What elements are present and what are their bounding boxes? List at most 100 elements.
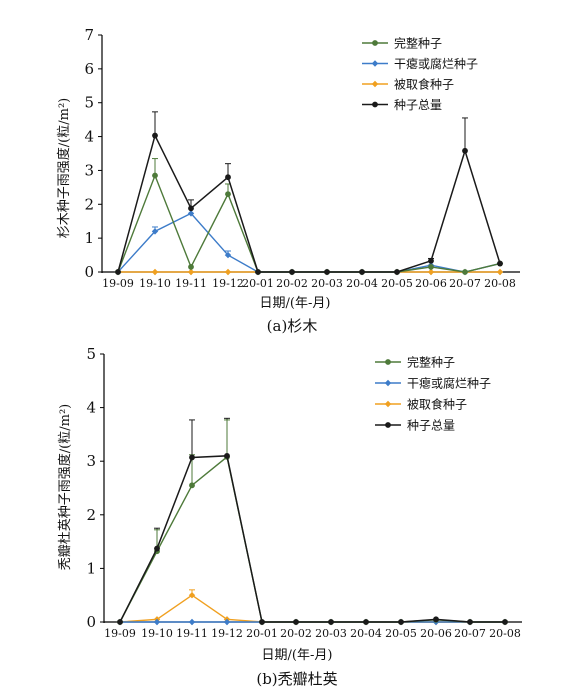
series-marker — [188, 205, 194, 212]
legend-label: 种子总量 — [394, 98, 442, 112]
series-marker — [188, 592, 196, 599]
series-marker — [151, 228, 159, 235]
caption: (a)杉木 — [267, 317, 318, 335]
series-marker — [225, 174, 231, 181]
series-marker — [433, 616, 439, 623]
series-marker — [394, 269, 400, 275]
x-tick-label: 19-11 — [175, 277, 207, 290]
x-axis-label: 日期/(年-月) — [260, 296, 331, 311]
series-marker — [154, 545, 160, 552]
series-marker — [189, 454, 195, 461]
x-tick-label: 20-07 — [454, 627, 486, 640]
y-tick-label: 4 — [86, 399, 96, 417]
caption: (b)秃瓣杜英 — [256, 670, 337, 688]
legend-marker — [372, 40, 378, 46]
y-tick-label: 5 — [84, 94, 94, 112]
x-tick-label: 19-12 — [211, 627, 243, 640]
series-line — [119, 594, 505, 623]
x-tick-label: 19-09 — [104, 627, 136, 640]
x-tick-label: 19-11 — [176, 627, 208, 640]
y-axis-label: 秃瓣杜英种子雨强度/(粒/m²) — [57, 404, 73, 570]
y-tick-label: 1 — [84, 229, 94, 247]
x-tick-label: 20-01 — [242, 277, 274, 290]
series-marker — [293, 619, 299, 625]
series-marker — [188, 264, 194, 270]
series-marker — [115, 269, 121, 275]
legend-marker — [384, 400, 392, 408]
series-marker — [428, 257, 434, 264]
series-marker — [255, 269, 261, 275]
series-marker — [497, 260, 503, 267]
legend-marker — [385, 422, 391, 428]
x-tick-label: 19-09 — [102, 277, 134, 290]
series-marker — [496, 268, 504, 276]
legend-label: 完整种子 — [407, 355, 455, 370]
y-tick-label: 0 — [86, 613, 96, 631]
legend-marker — [385, 359, 391, 365]
x-tick-label: 20-05 — [385, 627, 417, 640]
legend-marker — [371, 60, 379, 67]
series-marker — [427, 268, 435, 276]
x-tick-label: 20-02 — [280, 627, 312, 640]
x-tick-label: 20-04 — [350, 627, 382, 640]
legend-label: 被取食种子 — [394, 77, 454, 92]
y-tick-label: 5 — [86, 345, 96, 363]
series-marker — [359, 269, 365, 275]
x-tick-label: 20-01 — [246, 627, 278, 640]
legend-marker — [372, 101, 378, 108]
series-line — [117, 133, 501, 273]
series-marker — [187, 268, 195, 276]
series-marker — [224, 251, 232, 259]
series-marker — [324, 269, 330, 275]
series-marker — [398, 619, 404, 625]
x-tick-label: 20-04 — [346, 277, 378, 290]
series-marker — [502, 619, 508, 625]
x-tick-label: 20-03 — [311, 277, 343, 290]
y-tick-label: 3 — [86, 452, 96, 470]
series-marker — [153, 618, 161, 626]
y-tick-label: 7 — [84, 26, 94, 44]
series-marker — [189, 482, 195, 489]
y-tick-label: 6 — [84, 60, 94, 78]
x-tick-label: 20-06 — [420, 627, 452, 640]
series-marker — [225, 191, 231, 198]
series-marker — [151, 268, 159, 276]
legend-marker — [384, 379, 392, 387]
series-marker — [117, 619, 123, 625]
x-tick-label: 20-06 — [415, 277, 447, 290]
series-marker — [224, 268, 232, 276]
series-marker — [187, 210, 195, 217]
x-tick-label: 19-12 — [212, 277, 244, 290]
series-marker — [462, 147, 468, 154]
x-axis-label: 日期/(年-月) — [262, 648, 333, 663]
series-marker — [428, 264, 434, 270]
y-tick-label: 3 — [84, 161, 94, 179]
series-marker — [152, 172, 158, 179]
x-tick-label: 19-10 — [139, 277, 171, 290]
y-tick-label: 1 — [86, 559, 96, 577]
series-marker — [462, 269, 468, 275]
series-line — [119, 455, 505, 623]
x-tick-label: 20-08 — [484, 277, 516, 290]
series-marker — [152, 132, 158, 139]
y-tick-label: 2 — [84, 195, 94, 213]
x-tick-label: 20-02 — [276, 277, 308, 290]
legend-label: 干瘪或腐烂种子 — [407, 376, 491, 391]
series-marker — [224, 452, 230, 459]
legend-marker — [371, 80, 379, 88]
x-tick-label: 20-07 — [449, 277, 481, 290]
series-marker — [188, 618, 196, 626]
series-marker — [223, 618, 231, 626]
y-tick-label: 2 — [86, 506, 96, 524]
legend-label: 种子总量 — [407, 419, 455, 433]
x-tick-label: 20-03 — [315, 627, 347, 640]
x-tick-label: 20-08 — [489, 627, 521, 640]
legend-label: 完整种子 — [394, 36, 442, 51]
series-marker — [328, 619, 334, 625]
y-tick-label: 0 — [84, 263, 94, 281]
series-line — [119, 455, 505, 623]
y-axis-label: 杉木种子雨强度/(粒/m²) — [56, 98, 72, 238]
y-tick-label: 4 — [84, 128, 94, 146]
